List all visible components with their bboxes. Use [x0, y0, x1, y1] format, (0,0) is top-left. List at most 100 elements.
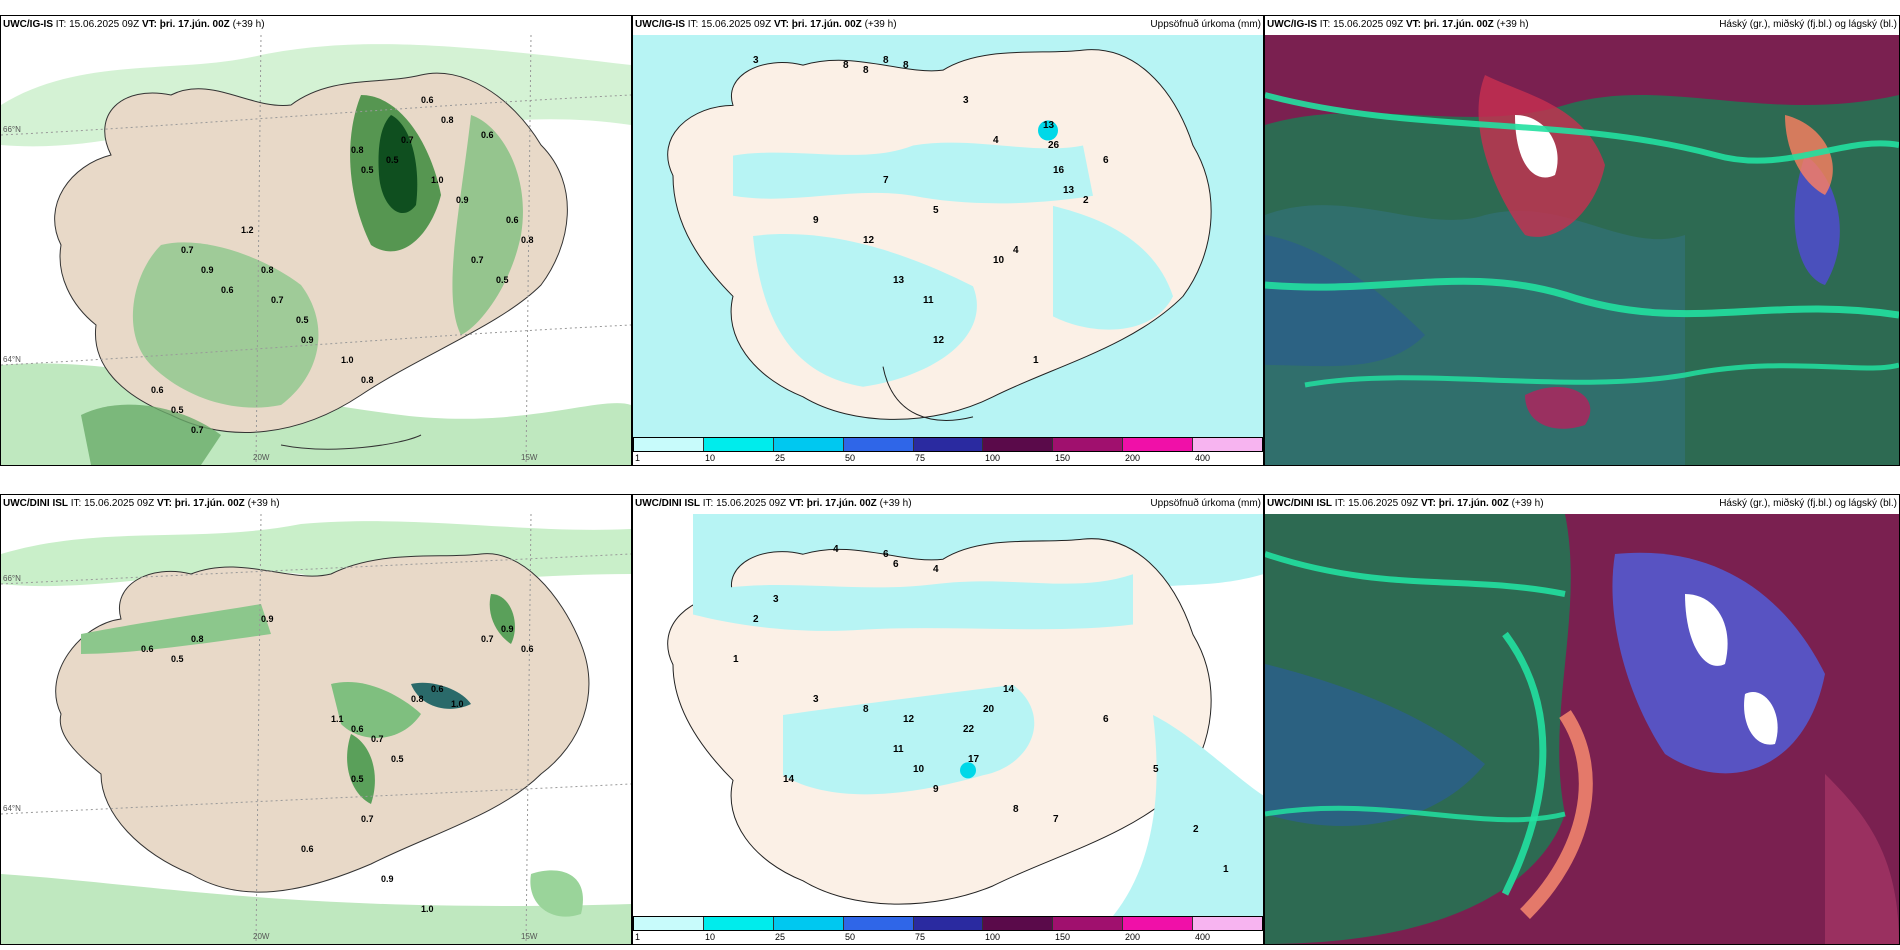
value-label: 22: [963, 724, 975, 735]
lon-label-20w: 20W: [253, 453, 270, 462]
colorbar-tick: 75: [915, 932, 926, 942]
lat-label-66: 66°N: [3, 125, 21, 134]
panel-bottom-center-accum-precip: UWC/DINI ISL IT: 15.06.2025 09Z VT: þri.…: [632, 494, 1264, 945]
panel-header: UWC/DINI ISL IT: 15.06.2025 09Z VT: þri.…: [3, 498, 280, 509]
value-label: 12: [863, 235, 875, 246]
value-label: 26: [1048, 140, 1060, 151]
colorbar-swatch: [983, 917, 1054, 930]
value-label: 14: [783, 774, 795, 785]
value-label: 4: [933, 564, 939, 575]
colorbar-tick: 150: [1055, 932, 1071, 942]
colorbar-tick: 50: [845, 932, 856, 942]
value-label: 0.6: [301, 844, 314, 854]
colorbar-swatch: [1053, 917, 1124, 930]
value-label: 2: [1083, 195, 1089, 206]
value-label: 0.7: [181, 245, 194, 255]
value-label: 0.6: [151, 385, 164, 395]
value-label: 4: [833, 544, 839, 555]
value-label: 11: [923, 295, 934, 306]
colorbar-swatch: [983, 438, 1054, 451]
value-label: 6: [883, 549, 889, 560]
cloud-map-area[interactable]: [1265, 514, 1899, 944]
value-label: 0.6: [351, 724, 364, 734]
value-label: 10: [913, 764, 925, 775]
value-label: 4: [993, 135, 999, 146]
value-label: 0.5: [171, 654, 184, 664]
map-area[interactable]: 66°N 64°N 20W 15W 0.6 0.5 0.8 0.9 1.1 0.6 0.7 0…: [1, 514, 631, 944]
value-label: 3: [753, 55, 759, 66]
value-label: 12: [933, 335, 945, 346]
colorbar-swatch: [1123, 438, 1194, 451]
value-label: 7: [1053, 814, 1059, 825]
value-label: 4: [1013, 245, 1019, 256]
panel-bottom-left-precip-wind: UWC/DINI ISL IT: 15.06.2025 09Z VT: þri.…: [0, 494, 632, 945]
value-label: 0.9: [301, 335, 314, 345]
lat-label-64: 64°N: [3, 804, 21, 813]
value-label: 0.5: [171, 405, 184, 415]
value-label: 20: [983, 704, 995, 715]
value-label: 0.8: [441, 115, 454, 125]
map-area[interactable]: 4 6 6 4 3 2 1 3 8 12 20 14 22 17 14 11 10 9 8 7 6 5 2 1: [633, 514, 1263, 916]
cloud-cover-map: [1265, 35, 1899, 465]
value-label: 0.5: [496, 275, 509, 285]
colorbar-swatch: [1193, 438, 1263, 451]
panel-top-left-precip-wind: UWC/IG-IS IT: 15.06.2025 09Z VT: þri. 17…: [0, 15, 632, 466]
value-label: 6: [893, 559, 899, 570]
value-label: 0.5: [351, 774, 364, 784]
colorbar-swatch: [1053, 438, 1124, 451]
colorbar-swatch: [634, 917, 704, 930]
colorbar-swatch: [843, 438, 914, 451]
iceland-map: [1, 514, 631, 944]
value-label: 0.8: [411, 694, 424, 704]
value-label: 0.8: [521, 235, 534, 245]
value-label: 8: [843, 60, 849, 71]
colorbar-swatch: [773, 438, 844, 451]
colorbar-swatch: [703, 917, 774, 930]
value-label: 2: [1193, 824, 1199, 835]
colorbar-tick: 200: [1125, 932, 1141, 942]
colorbar-tick: 25: [775, 932, 786, 942]
value-label: 0.6: [431, 684, 444, 694]
panel-top-center-accum-precip: UWC/IG-IS IT: 15.06.2025 09Z VT: þri. 17…: [632, 15, 1264, 466]
map-area[interactable]: 66°N 64°N 20W 15W 0.6 0.8 0.7 0.5 1.0 0.9 0.6 0…: [1, 35, 631, 465]
value-label: 1.0: [451, 699, 464, 709]
colorbar-tick: 150: [1055, 453, 1071, 463]
lon-label-15w: 15W: [521, 453, 538, 462]
value-label: 0.7: [471, 255, 484, 265]
value-label: 0.7: [401, 135, 414, 145]
value-label: 9: [813, 215, 819, 226]
colorbar-swatch: [913, 438, 984, 451]
value-label: 6: [1103, 714, 1109, 725]
lon-label-15w: 15W: [521, 932, 538, 941]
cloud-map-area[interactable]: [1265, 35, 1899, 465]
panel-top-right-clouds: UWC/IG-IS IT: 15.06.2025 09Z VT: þri. 17…: [1264, 15, 1900, 466]
value-label: 8: [863, 65, 869, 76]
colorbar-swatch: [843, 917, 914, 930]
map-area[interactable]: 3 8 8 8 8 3 4 13 26 16 13 6 12 13 11 10 12 9 7 5 4 2 1: [633, 35, 1263, 437]
colorbar-tick: 50: [845, 453, 856, 463]
colorbar-swatch: [1123, 917, 1194, 930]
value-label: 7: [883, 175, 889, 186]
value-label: 8: [863, 704, 869, 715]
value-label: 0.6: [141, 644, 154, 654]
panel-header: UWC/IG-IS IT: 15.06.2025 09Z VT: þri. 17…: [3, 19, 265, 30]
value-label: 8: [883, 55, 889, 66]
value-label: 0.7: [271, 295, 284, 305]
lon-label-20w: 20W: [253, 932, 270, 941]
panel-header: UWC/IG-IS IT: 15.06.2025 09Z VT: þri. 17…: [635, 19, 1261, 30]
colorbar-swatch: [703, 438, 774, 451]
value-label: 0.9: [381, 874, 394, 884]
panel-header: UWC/DINI ISL IT: 15.06.2025 09Z VT: þri.…: [1267, 497, 1897, 513]
value-label: 8: [903, 60, 909, 71]
value-label: 0.8: [361, 375, 374, 385]
value-label: 1.1: [331, 714, 344, 724]
value-label: 6: [1103, 155, 1109, 166]
value-label: 1: [1033, 355, 1039, 366]
value-label: 0.7: [481, 634, 494, 644]
colorbar-tick: 1: [635, 932, 641, 942]
value-label: 5: [1153, 764, 1159, 775]
colorbar-tick: 25: [775, 453, 786, 463]
value-label: 2: [753, 614, 759, 625]
value-label: 5: [933, 205, 939, 216]
colorbar-tick: 400: [1195, 932, 1211, 942]
